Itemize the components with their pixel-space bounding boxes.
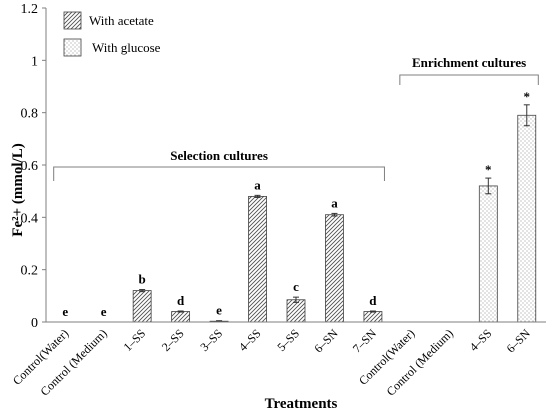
group-label: Selection cultures xyxy=(170,148,268,163)
y-axis-title: Fe²+ (mmol/L) xyxy=(10,143,26,236)
y-tick-label: 1.2 xyxy=(21,2,39,17)
x-tick-label: 2–SS xyxy=(159,326,187,354)
x-axis-title: Treatments xyxy=(265,396,338,412)
y-tick-label: 0.6 xyxy=(21,159,39,174)
significance-label: b xyxy=(139,272,146,287)
group-bracket xyxy=(399,74,539,85)
x-tick-label: 3–SS xyxy=(197,326,225,354)
x-tick-label: Control (Medium) xyxy=(37,326,109,398)
significance-label: c xyxy=(293,279,299,294)
legend: With acetate With glucose xyxy=(63,11,161,57)
significance-label: * xyxy=(524,89,531,104)
bar xyxy=(363,311,383,323)
y-tick-label: 0.4 xyxy=(21,211,39,226)
significance-label: * xyxy=(485,162,492,177)
x-tick-label: 4–SS xyxy=(467,326,495,354)
y-tick-label: 0.8 xyxy=(21,107,39,122)
significance-label: d xyxy=(369,293,377,308)
legend-label-acetate: With acetate xyxy=(89,13,154,28)
significance-label: a xyxy=(254,177,261,192)
x-tick-label: 1–SS xyxy=(120,326,148,354)
significance-label: e xyxy=(101,304,107,319)
y-tick-label: 1 xyxy=(31,54,38,69)
significance-label: e xyxy=(216,303,222,318)
bar xyxy=(171,311,191,323)
x-tick-label: 4–SS xyxy=(236,326,264,354)
bar xyxy=(132,290,152,323)
group-label: Enrichment cultures xyxy=(412,55,526,70)
bar xyxy=(286,299,306,323)
group-bracket xyxy=(53,166,385,181)
bar xyxy=(248,195,267,323)
significance-label: d xyxy=(177,293,185,308)
bar xyxy=(517,114,537,323)
x-tick-label: 6–SN xyxy=(311,326,340,355)
legend-label-glucose: With glucose xyxy=(92,40,161,55)
bar xyxy=(325,214,344,323)
x-tick-label: 5–SS xyxy=(274,326,302,354)
legend-swatch-acetate xyxy=(63,11,82,30)
x-tick-label: Control (Medium) xyxy=(384,326,456,398)
x-tick-label: 7–SN xyxy=(350,326,379,355)
significance-label: a xyxy=(331,195,338,210)
y-tick-label: 0 xyxy=(31,316,38,331)
bar xyxy=(478,185,498,323)
x-tick-label: 6–SN xyxy=(504,326,533,355)
significance-label: e xyxy=(62,304,68,319)
legend-swatch-glucose xyxy=(63,38,82,57)
y-tick-label: 0.2 xyxy=(21,264,39,279)
